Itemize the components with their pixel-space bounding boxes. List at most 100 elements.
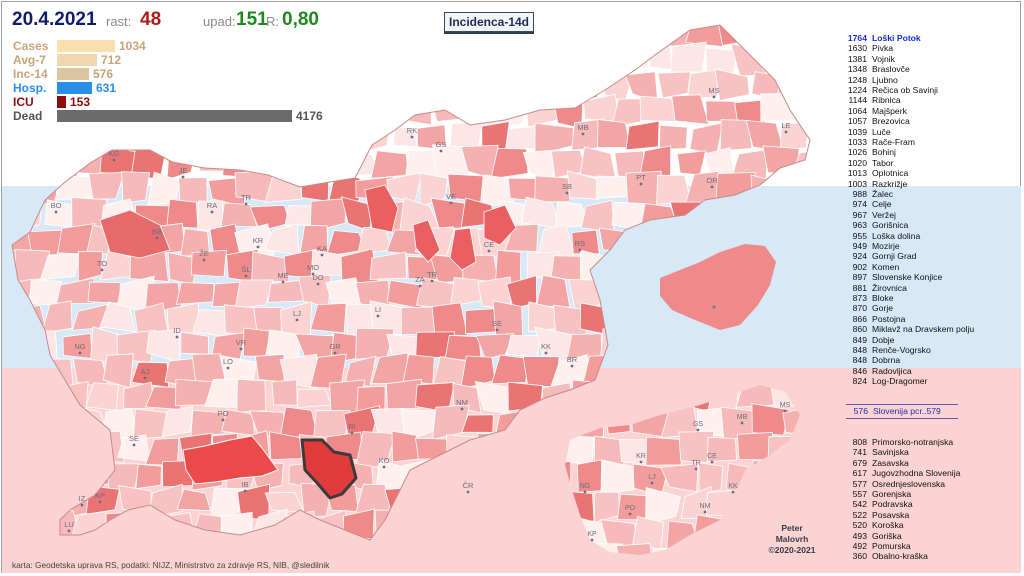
mini-municipality bbox=[615, 543, 656, 555]
main-municipality bbox=[254, 353, 285, 383]
main-municipality bbox=[135, 463, 162, 490]
rast-value: 48 bbox=[140, 9, 162, 30]
main-municipality bbox=[39, 409, 81, 435]
main-municipality bbox=[491, 354, 529, 385]
main-dot bbox=[712, 95, 716, 99]
stat-value-4: 153 bbox=[70, 95, 91, 109]
main-municipality bbox=[567, 170, 604, 200]
main-label: IZ bbox=[79, 494, 86, 503]
main-municipality bbox=[596, 382, 635, 415]
main-dot bbox=[143, 376, 147, 380]
main-dot bbox=[98, 500, 102, 504]
main-dot bbox=[460, 407, 464, 411]
main-municipality bbox=[673, 354, 704, 390]
mini-municipality bbox=[565, 434, 595, 466]
main-municipality bbox=[0, 536, 4, 566]
list-item: 846 Radovljica bbox=[845, 366, 912, 376]
main-municipality bbox=[505, 482, 542, 517]
main-label: SE bbox=[492, 319, 502, 328]
list-item-name: Luče bbox=[872, 126, 891, 137]
list-item-value: 848 bbox=[852, 345, 867, 355]
main-municipality bbox=[762, 145, 800, 176]
list-item-value: 577 bbox=[852, 478, 867, 489]
list-item-name: Žirovnica bbox=[872, 282, 907, 293]
main-municipality bbox=[133, 408, 170, 440]
main-municipality bbox=[568, 25, 606, 50]
main-label: BR bbox=[567, 355, 578, 364]
list-item-value: 1013 bbox=[847, 168, 867, 179]
main-municipality bbox=[656, 328, 693, 363]
list-item-value: 520 bbox=[852, 520, 867, 531]
main-municipality bbox=[369, 251, 407, 280]
list-item-name: Jugovzhodna Slovenija bbox=[872, 468, 961, 479]
list-item: 873 Bloke bbox=[845, 293, 894, 303]
main-municipality bbox=[616, 359, 646, 389]
mini-municipality bbox=[676, 542, 714, 555]
date-label: 20.4.2021 bbox=[12, 9, 97, 30]
main-municipality bbox=[793, 462, 810, 490]
main-municipality bbox=[69, 510, 107, 540]
main-municipality bbox=[175, 282, 215, 305]
list-item-value: 360 bbox=[852, 551, 867, 562]
main-municipality bbox=[598, 227, 635, 253]
main-municipality bbox=[180, 331, 209, 355]
main-municipality bbox=[326, 541, 360, 563]
main-municipality bbox=[234, 279, 274, 309]
main-municipality bbox=[324, 67, 359, 100]
main-label: LI bbox=[375, 305, 381, 314]
mini-municipality bbox=[645, 436, 685, 466]
main-municipality bbox=[450, 276, 485, 307]
list-item-value: 1003 bbox=[847, 178, 867, 189]
main-municipality bbox=[806, 174, 810, 206]
main-municipality bbox=[220, 511, 253, 540]
stat-label-2: Inc-14 bbox=[13, 67, 48, 81]
list-item-name: Majšperk bbox=[872, 105, 907, 116]
main-municipality bbox=[571, 229, 600, 255]
main-municipality bbox=[506, 275, 537, 310]
main-dot bbox=[350, 431, 354, 435]
main-label: KO bbox=[379, 456, 390, 465]
stat-value-5: 4176 bbox=[296, 109, 323, 123]
main-label: CE bbox=[484, 240, 494, 249]
main-municipality bbox=[775, 279, 809, 308]
list-item-value: 1764 bbox=[847, 33, 867, 43]
main-municipality bbox=[519, 461, 559, 489]
main-municipality bbox=[309, 198, 346, 233]
main-municipality bbox=[386, 25, 424, 43]
main-label: NG bbox=[74, 342, 85, 351]
list-item: 808 Primorsko-notranjska bbox=[845, 437, 954, 447]
mini-label: TR bbox=[691, 460, 700, 467]
main-municipality bbox=[688, 542, 723, 569]
stat-label-3: Hosp. bbox=[13, 81, 47, 95]
mini-label: KK bbox=[728, 483, 738, 490]
mini-label: MS bbox=[780, 402, 791, 409]
main-municipality bbox=[416, 482, 450, 519]
main-municipality bbox=[123, 381, 155, 410]
list-item-name: Loški Potok bbox=[872, 33, 921, 43]
main-municipality bbox=[497, 509, 527, 540]
list-item-name: Log-Dragomer bbox=[872, 376, 928, 387]
mini-municipality bbox=[691, 514, 726, 550]
list-item-name: Podravska bbox=[872, 499, 913, 510]
mini-dot bbox=[731, 490, 735, 494]
list-item: 360 Obalno-kraška bbox=[845, 551, 928, 561]
list-item: 1224 Rečica ob Savinji bbox=[845, 85, 938, 95]
main-municipality bbox=[0, 486, 2, 516]
main-municipality bbox=[190, 409, 228, 438]
main-municipality bbox=[449, 121, 483, 149]
list-item-name: Koroška bbox=[872, 520, 904, 531]
main-municipality bbox=[252, 144, 287, 175]
list-item: 974 Celje bbox=[845, 199, 892, 209]
main-municipality bbox=[180, 118, 214, 152]
main-municipality bbox=[791, 253, 810, 285]
main-label: MO bbox=[307, 263, 319, 272]
list-item-name: Rečica ob Savinji bbox=[872, 85, 938, 95]
list-item-value: 1039 bbox=[847, 126, 867, 137]
list-item: 1033 Rače-Fram bbox=[845, 137, 915, 147]
main-municipality bbox=[386, 378, 422, 411]
main-municipality bbox=[27, 229, 65, 256]
main-label: KG bbox=[109, 149, 120, 158]
main-dot bbox=[439, 149, 443, 153]
list-item: 849 Dobje bbox=[845, 335, 895, 345]
main-municipality bbox=[580, 199, 615, 233]
